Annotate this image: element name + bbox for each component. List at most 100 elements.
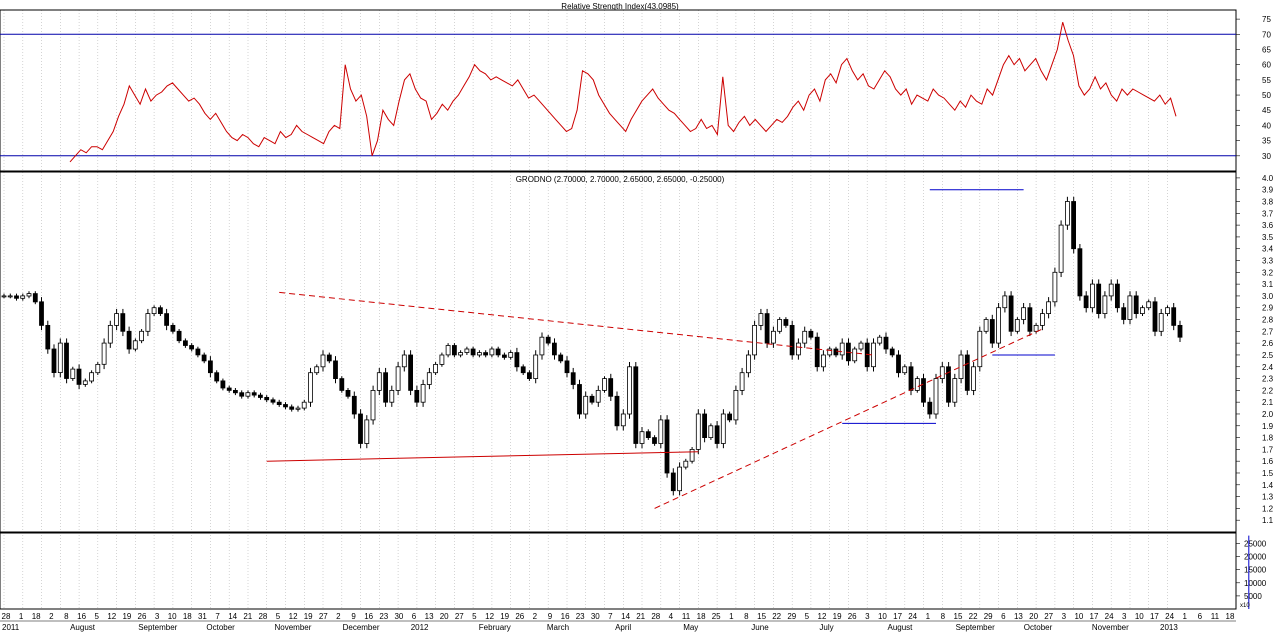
candle [151,307,157,315]
candle [82,380,88,385]
candle [746,354,751,374]
candle [1040,313,1045,326]
candle [720,413,726,444]
rsi-axis: 30 35 40 45 50 55 60 65 70 75 [1236,15,1271,161]
candle [214,372,220,382]
candle [714,425,720,444]
x-day-tick-label: 12 [818,612,827,621]
candle [1021,307,1026,320]
candle [902,366,908,374]
candle [358,413,363,444]
x-day-tick-label: 4 [669,612,674,621]
price-tick-label: 2.8 [1262,316,1274,325]
candle [39,301,44,326]
candle [289,406,295,410]
volume-panel [0,532,1237,610]
candle [558,354,564,362]
rsi-panel [0,9,1237,172]
candle [583,395,589,415]
x-day-tick-label: 27 [1044,612,1053,621]
price-tick-label: 3.5 [1262,233,1274,242]
candle [458,352,464,356]
candle [232,389,238,394]
price-tick-label: 2.2 [1262,386,1274,395]
x-day-tick-label: 19 [122,612,131,621]
x-month-label: November [275,623,312,632]
x-day-tick-label: 15 [757,612,766,621]
x-day-tick-label: 3 [155,612,160,621]
x-day-tick-label: 10 [168,612,177,621]
candle [633,366,639,444]
x-day-tick-label: 29 [787,612,796,621]
candle [958,354,964,380]
candle [283,404,288,408]
candle [314,366,320,374]
volume-tick-label: 10000 [1244,579,1267,588]
x-day-tick-label: 12 [289,612,298,621]
candle [695,413,701,450]
candle [783,319,789,326]
price-tick-label: 2.4 [1262,363,1274,372]
candle [808,330,814,338]
candle [464,348,470,353]
candle [445,345,451,356]
x-day-tick-label: 23 [379,612,388,621]
volume-axis: 5000 10000 15000 20000 25000 [1236,539,1267,601]
x-month-label: 2012 [411,623,429,632]
x-day-tick-label: 19 [833,612,842,621]
rsi-tick-label: 45 [1262,106,1271,115]
candle [577,384,582,415]
x-day-tick-label: 25 [712,612,721,621]
candle [664,419,670,474]
candle [702,413,707,439]
price-tick-label: 3.2 [1262,268,1274,277]
candle [1027,307,1033,332]
rsi-reference-lines [0,33,1236,157]
x-day-tick-label: 13 [1014,612,1023,621]
candle [645,431,651,439]
x-month-label: June [751,623,769,632]
rsi-title: Relative Strength Index(43.0985) [561,2,679,11]
x-day-tick-label: 21 [243,612,252,621]
x-day-tick-label: 19 [304,612,313,621]
candle [114,313,119,326]
x-day-tick-label: 22 [772,612,781,621]
candle [1058,224,1064,273]
candle [395,366,401,391]
trendlines [266,189,1055,509]
price-tick-label: 3.1 [1262,280,1274,289]
x-day-tick-label: 27 [319,612,328,621]
x-day-tick-label: 14 [621,612,630,621]
x-day-tick-label: 18 [183,612,192,621]
candle [552,342,557,356]
x-day-tick-label: 29 [984,612,993,621]
vertical-grid [3,10,1168,609]
candle [1096,283,1102,315]
x-day-tick-label: 5 [276,612,281,621]
price-axis: 1.1 1.2 1.3 1.4 1.5 1.6 1.7 1.8 1.9 2.0 2.1 2.2 2.3 2… [1236,174,1274,525]
x-day-tick-label: 20 [1029,612,1038,621]
x-day-tick-label: 3 [1062,612,1067,621]
price-tick-label: 1.8 [1262,434,1274,443]
candle [270,399,276,403]
candle [833,348,839,356]
price-tick-label: 2.9 [1262,304,1274,313]
candle [170,324,176,332]
price-tick-label: 1.4 [1262,481,1274,490]
candle [852,348,858,362]
candle [927,401,933,415]
candle [7,295,13,298]
candle [64,342,69,379]
candle [896,354,901,374]
candle [595,389,601,403]
candle [570,372,576,385]
candle [1083,295,1089,309]
x-day-tick-label: 23 [576,612,585,621]
candle [752,324,757,356]
x-day-tick-label: 5 [472,612,477,621]
candle [821,354,826,368]
candle [652,437,657,444]
price-tick-label: 2.3 [1262,375,1274,384]
candle [101,342,107,365]
price-tick-label: 1.3 [1262,493,1274,502]
